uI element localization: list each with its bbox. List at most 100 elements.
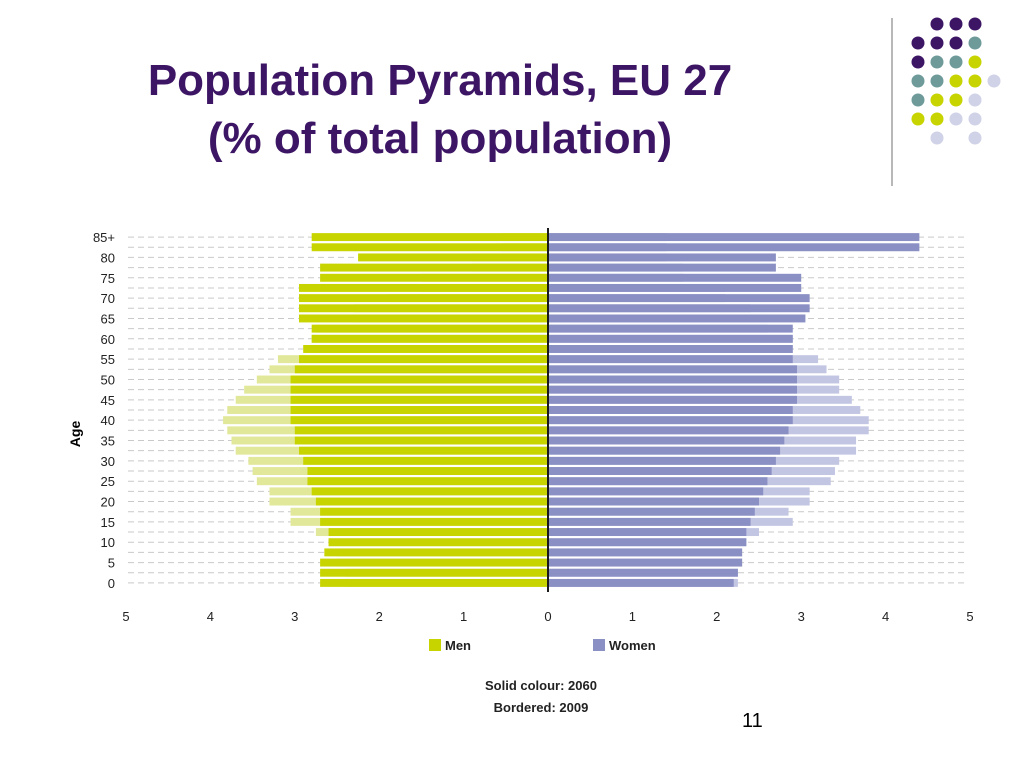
bar-men-2060 bbox=[324, 548, 548, 557]
x-tick-label: 1 bbox=[629, 609, 636, 624]
bar-men-2060 bbox=[290, 416, 548, 425]
bar-women-2060 bbox=[548, 334, 793, 343]
bar-women-2060 bbox=[548, 548, 743, 557]
bar-women-2060 bbox=[548, 324, 793, 333]
deco-dot bbox=[968, 55, 982, 69]
title-line-2: (% of total population) bbox=[207, 114, 673, 163]
bar-women-2060 bbox=[548, 477, 768, 486]
bar-women-2060 bbox=[548, 263, 776, 272]
deco-dot bbox=[930, 93, 944, 107]
y-tick-label: 30 bbox=[101, 454, 115, 469]
bar-women-2060 bbox=[548, 446, 781, 455]
bar-men-2060 bbox=[311, 243, 548, 252]
y-tick-label: 25 bbox=[101, 474, 115, 489]
deco-dot bbox=[930, 74, 944, 88]
bar-women-2060 bbox=[548, 517, 751, 526]
bar-women-2060 bbox=[548, 304, 810, 313]
bar-women-2060 bbox=[548, 355, 793, 364]
bar-men-2060 bbox=[303, 456, 548, 465]
y-tick-label: 50 bbox=[101, 372, 115, 387]
bar-men-2060 bbox=[290, 395, 548, 404]
bar-men-2060 bbox=[358, 253, 548, 262]
bar-men-2060 bbox=[303, 345, 548, 353]
page-number: 11 bbox=[742, 710, 763, 732]
bar-men-2060 bbox=[320, 507, 548, 516]
bar-women-2060 bbox=[548, 558, 743, 567]
bar-men-2060 bbox=[290, 375, 548, 384]
bar-women-2060 bbox=[548, 406, 793, 414]
bar-men-2060 bbox=[299, 446, 548, 455]
bar-women-2060 bbox=[548, 436, 785, 445]
legend-label-women: Women bbox=[609, 638, 656, 653]
deco-dot bbox=[949, 93, 963, 107]
deco-dot bbox=[968, 36, 982, 50]
y-tick-label: 45 bbox=[101, 393, 115, 408]
y-tick-label: 85+ bbox=[93, 230, 115, 245]
deco-dot bbox=[911, 93, 925, 107]
bar-women-2060 bbox=[548, 375, 797, 384]
x-tick-label: 4 bbox=[882, 609, 889, 624]
deco-dot bbox=[930, 131, 944, 145]
deco-dot bbox=[930, 36, 944, 50]
bar-men-2060 bbox=[299, 294, 548, 303]
y-tick-label: 60 bbox=[101, 332, 115, 347]
bar-women-2060 bbox=[548, 283, 802, 292]
legend-note-2060: Solid colour: 2060 bbox=[485, 678, 597, 693]
y-tick-label: 20 bbox=[101, 495, 115, 510]
bar-men-2060 bbox=[311, 487, 548, 496]
y-tick-label: 35 bbox=[101, 434, 115, 449]
x-tick-label: 3 bbox=[798, 609, 805, 624]
deco-dot bbox=[911, 36, 925, 50]
legend-swatch-men bbox=[429, 639, 441, 651]
title-line-1: Population Pyramids, EU 27 bbox=[147, 56, 733, 105]
y-tick-label: 5 bbox=[108, 556, 115, 571]
bar-men-2060 bbox=[320, 263, 548, 272]
bar-men-2060 bbox=[294, 436, 548, 445]
bar-women-2060 bbox=[548, 487, 764, 496]
bar-women-2060 bbox=[548, 497, 759, 506]
deco-dot bbox=[949, 36, 963, 50]
bar-women-2060 bbox=[548, 385, 797, 394]
bar-women-2060 bbox=[548, 345, 793, 353]
bar-men-2060 bbox=[294, 365, 548, 374]
x-tick-label: 1 bbox=[460, 609, 467, 624]
bar-women-2060 bbox=[548, 426, 789, 435]
bar-women-2060 bbox=[548, 395, 797, 404]
bar-women-2060 bbox=[548, 294, 810, 303]
deco-dot bbox=[911, 74, 925, 88]
deco-dot bbox=[930, 17, 944, 31]
deco-dot bbox=[968, 93, 982, 107]
deco-dot bbox=[968, 131, 982, 145]
slide-title: Population Pyramids, EU 27 (% of total p… bbox=[60, 52, 820, 168]
bar-men-2060 bbox=[294, 426, 548, 435]
deco-dot bbox=[930, 55, 944, 69]
bar-women-2060 bbox=[548, 578, 734, 587]
y-tick-label: 55 bbox=[101, 352, 115, 367]
legend-label-men: Men bbox=[445, 638, 471, 653]
y-tick-label: 10 bbox=[101, 535, 115, 550]
bar-women-2060 bbox=[548, 273, 802, 282]
bar-women-2060 bbox=[548, 538, 747, 547]
x-tick-label: 3 bbox=[291, 609, 298, 624]
deco-dot bbox=[930, 112, 944, 126]
bar-men-2060 bbox=[299, 355, 548, 364]
bar-women-2060 bbox=[548, 314, 806, 323]
bar-men-2060 bbox=[299, 314, 548, 323]
x-tick-label: 5 bbox=[122, 609, 129, 624]
bar-men-2060 bbox=[320, 517, 548, 526]
bar-men-2060 bbox=[290, 385, 548, 394]
deco-dot bbox=[968, 112, 982, 126]
x-tick-label: 4 bbox=[207, 609, 214, 624]
legend-note-2009: Bordered: 2009 bbox=[494, 700, 589, 715]
bar-men-2060 bbox=[311, 334, 548, 343]
deco-dot bbox=[911, 112, 925, 126]
deco-dot bbox=[949, 17, 963, 31]
x-tick-label: 2 bbox=[376, 609, 383, 624]
decorative-dot-grid bbox=[891, 17, 1001, 186]
bar-women-2060 bbox=[548, 233, 920, 242]
x-tick-label: 5 bbox=[966, 609, 973, 624]
bars bbox=[223, 228, 920, 592]
y-tick-label: 40 bbox=[101, 413, 115, 428]
